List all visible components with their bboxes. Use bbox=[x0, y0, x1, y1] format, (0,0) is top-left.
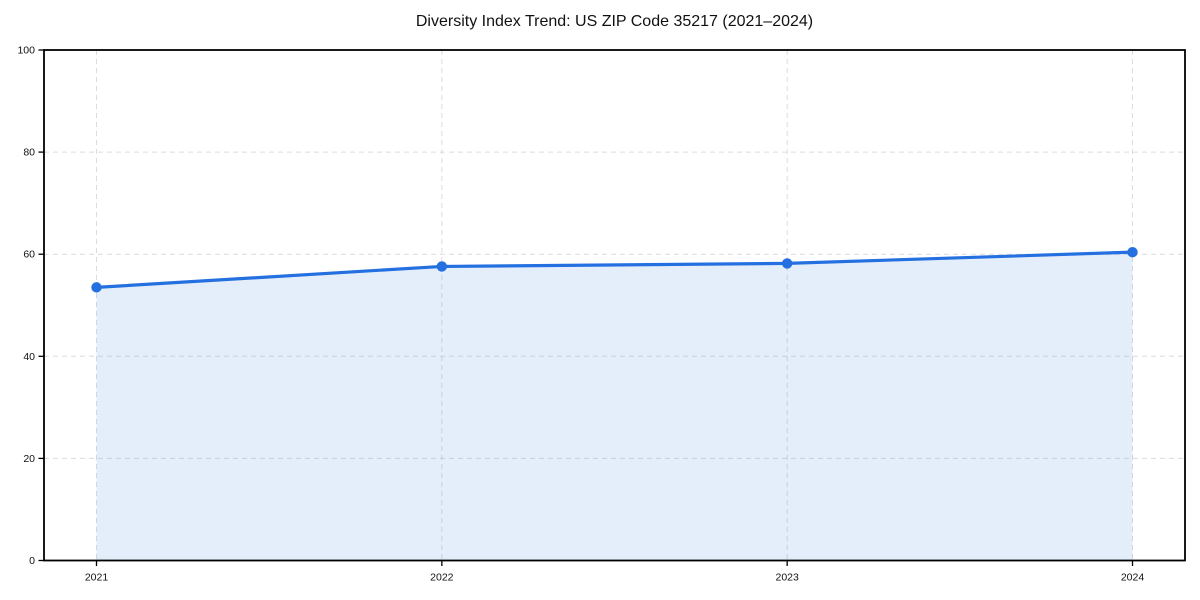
area-fill bbox=[96, 252, 1133, 561]
x-tick-label: 2024 bbox=[1121, 572, 1145, 584]
data-point-marker bbox=[781, 258, 793, 269]
y-tick-label: 20 bbox=[23, 453, 35, 465]
x-tick-label: 2023 bbox=[775, 572, 799, 584]
data-point-marker bbox=[436, 261, 448, 272]
y-tick-label: 40 bbox=[23, 351, 35, 363]
y-tick-label: 60 bbox=[23, 249, 35, 261]
x-tick-label: 2021 bbox=[85, 572, 109, 584]
y-tick-label: 100 bbox=[17, 45, 35, 57]
data-point-marker bbox=[1127, 246, 1138, 258]
chart-title: Diversity Index Trend: US ZIP Code 35217… bbox=[415, 13, 814, 30]
plot-border bbox=[43, 49, 1186, 562]
y-tick-label: 0 bbox=[29, 555, 35, 567]
y-tick-label: 80 bbox=[23, 147, 35, 159]
trend-line bbox=[94, 250, 1135, 289]
data-point-marker bbox=[91, 282, 102, 293]
x-tick-label: 2022 bbox=[430, 572, 454, 584]
